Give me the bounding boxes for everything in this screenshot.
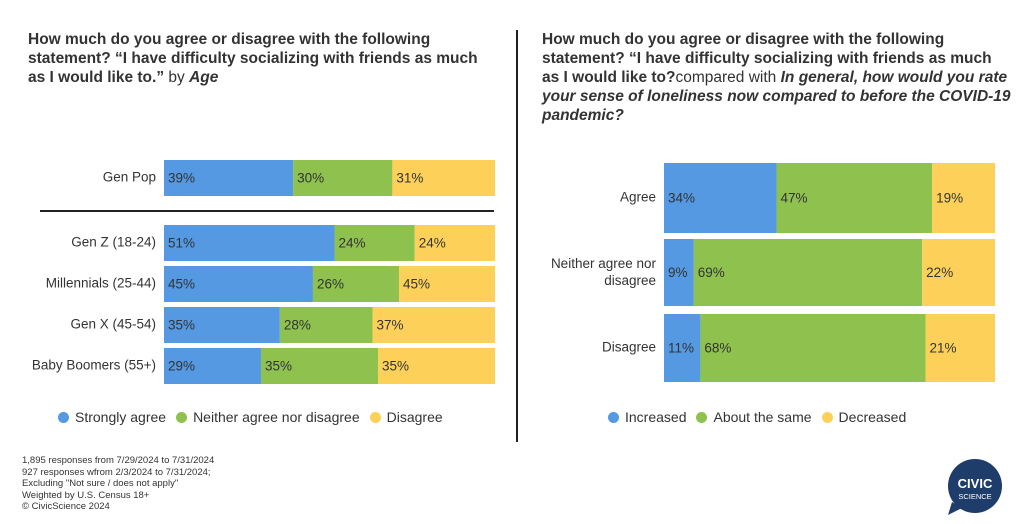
- bar-label-gen-z-18-24-disagree: 24%: [419, 236, 446, 251]
- bar-label-millennials-25-44-disagree: 45%: [403, 277, 430, 292]
- bar-neither-agree-nor-disagree-decreased: [922, 239, 995, 306]
- bar-label-gen-pop-neither-agree-nor-disagree: 30%: [297, 171, 324, 186]
- bar-baby-boomers-55-neither-agree-nor-disagree: [260, 348, 378, 384]
- right-title-question: How much do you agree or disagree with t…: [542, 31, 992, 86]
- legend-swatch-yellow: [369, 411, 381, 423]
- bar-gen-pop-disagree: [392, 160, 495, 196]
- right-title-comparison: In general, how would you rate your sens…: [542, 69, 1011, 124]
- left-title-by: by: [164, 69, 190, 86]
- logo-tail: [948, 502, 962, 515]
- gen-pop-separator: [40, 210, 494, 212]
- bar-baby-boomers-55-disagree: [377, 348, 495, 384]
- legend-item-strongly-agree: Strongly agree: [58, 409, 166, 425]
- legend-item-increased: Increased: [608, 409, 686, 425]
- bar-gen-z-18-24-neither-agree-nor-disagree: [334, 225, 415, 261]
- category-label-millennials-25-44: Millennials (25-44): [46, 276, 156, 291]
- bar-disagree-about-the-same: [700, 314, 926, 382]
- logo-badge: [948, 459, 1002, 513]
- right-chart-title: How much do you agree or disagree with t…: [542, 30, 1012, 125]
- legend-label: Decreased: [838, 409, 907, 425]
- left-title-segment: Age: [189, 69, 219, 86]
- bar-label-disagree-decreased: 21%: [929, 341, 956, 356]
- footnote-line: Weighted by U.S. Census 18+: [22, 489, 150, 501]
- bar-label-disagree-increased: 11%: [668, 341, 694, 356]
- legend-item-neither: Neither agree nor disagree: [176, 409, 360, 425]
- bar-label-agree-about-the-same: 47%: [781, 191, 808, 206]
- legend-label: Neither agree nor disagree: [193, 409, 360, 425]
- bar-label-gen-x-45-54-neither-agree-nor-disagree: 28%: [284, 318, 311, 333]
- legend-swatch-blue: [608, 411, 619, 423]
- footnote: 1,895 responses from 7/29/2024 to 7/31/2…: [22, 455, 214, 513]
- bar-label-agree-decreased: 19%: [936, 191, 963, 206]
- footnote-line: 1,895 responses from 7/29/2024 to 7/31/2…: [22, 455, 215, 466]
- bar-label-baby-boomers-55-disagree: 35%: [382, 359, 409, 374]
- bar-agree-increased: [664, 163, 777, 233]
- bar-label-millennials-25-44-strongly-agree: 45%: [168, 277, 195, 292]
- legend-item-about-the-same: About the same: [696, 409, 812, 425]
- bar-label-baby-boomers-55-strongly-agree: 29%: [168, 359, 195, 374]
- category-label-gen-z-18-24: Gen Z (18-24): [71, 235, 156, 250]
- panel-divider: [516, 30, 518, 442]
- footnote-line: 927 responses wfrom 2/3/2024 to 7/31/202…: [22, 466, 211, 478]
- legend-label: Disagree: [386, 409, 443, 425]
- bar-agree-about-the-same: [776, 163, 933, 233]
- logo-text-science: SCIENCE: [958, 492, 991, 501]
- bar-label-gen-x-45-54-disagree: 37%: [377, 318, 404, 333]
- bar-gen-z-18-24-disagree: [414, 225, 495, 261]
- bar-gen-z-18-24-strongly-agree: [164, 225, 335, 261]
- legend-swatch-green: [176, 411, 188, 423]
- legend-label: Strongly agree: [75, 409, 167, 425]
- bar-millennials-25-44-strongly-agree: [164, 266, 313, 302]
- bar-label-gen-pop-strongly-agree: 39%: [168, 171, 195, 186]
- bar-label-baby-boomers-55-neither-agree-nor-disagree: 35%: [265, 359, 292, 374]
- category-label-disagree: Disagree: [602, 340, 656, 355]
- category-label-gen-pop: Gen Pop: [103, 170, 156, 185]
- bar-label-neither-agree-nor-disagree-about-the-same: 69%: [698, 265, 725, 280]
- legend-item-disagree: Disagree: [369, 409, 443, 425]
- civicscience-logo: CIVIC SCIENCE: [948, 459, 1002, 515]
- bar-disagree-increased: [664, 314, 701, 382]
- bar-label-neither-agree-nor-disagree-increased: 9%: [668, 265, 688, 280]
- bar-gen-pop-neither-agree-nor-disagree: [293, 160, 393, 196]
- bar-millennials-25-44-neither-agree-nor-disagree: [312, 266, 400, 302]
- legend-label: Increased: [625, 409, 687, 425]
- bar-disagree-decreased: [925, 314, 995, 382]
- bar-millennials-25-44-disagree: [399, 266, 495, 302]
- footnote-line: © CivicScience 2024: [22, 501, 110, 512]
- category-label-baby-boomers-55: Baby Boomers (55+): [32, 358, 156, 373]
- bar-label-gen-z-18-24-neither-agree-nor-disagree: 24%: [339, 236, 366, 251]
- bar-agree-decreased: [932, 163, 995, 233]
- bar-label-disagree-about-the-same: 68%: [704, 341, 731, 356]
- bar-gen-x-45-54-neither-agree-nor-disagree: [279, 307, 373, 343]
- category-label-agree: Agree: [620, 190, 656, 205]
- legend-swatch-yellow: [821, 411, 833, 423]
- logo-text-civic: CIVIC: [958, 476, 993, 491]
- bar-label-neither-agree-nor-disagree-decreased: 22%: [926, 265, 953, 280]
- category-label-neither-agree-nor-disagree-line2: disagree: [604, 273, 656, 288]
- left-legend: Strongly agree Neither agree nor disagre…: [58, 409, 453, 425]
- bar-label-gen-x-45-54-strongly-agree: 35%: [168, 318, 195, 333]
- legend-item-decreased: Decreased: [821, 409, 907, 425]
- category-label-gen-x-45-54: Gen X (45-54): [70, 317, 156, 332]
- bar-neither-agree-nor-disagree-increased: [664, 239, 694, 306]
- bar-label-gen-z-18-24-strongly-agree: 51%: [168, 236, 195, 251]
- right-title-compared: compared with: [675, 69, 781, 86]
- legend-swatch-green: [696, 411, 708, 423]
- bar-label-millennials-25-44-neither-agree-nor-disagree: 26%: [317, 277, 344, 292]
- bar-gen-x-45-54-strongly-agree: [164, 307, 280, 343]
- category-label-neither-agree-nor-disagree: Neither agree nor: [551, 256, 657, 271]
- bar-gen-pop-strongly-agree: [164, 160, 294, 196]
- right-legend: Increased About the same Decreased: [608, 409, 916, 425]
- left-chart-title: How much do you agree or disagree with t…: [28, 30, 488, 87]
- left-title-question: How much do you agree or disagree with t…: [28, 31, 478, 86]
- bar-gen-x-45-54-disagree: [372, 307, 495, 343]
- legend-swatch-blue: [58, 411, 69, 423]
- footnote-line: Excluding "Not sure / does not apply": [22, 478, 179, 489]
- bar-label-gen-pop-disagree: 31%: [396, 171, 423, 186]
- legend-label: About the same: [713, 409, 812, 425]
- bar-label-agree-increased: 34%: [668, 191, 695, 206]
- bar-baby-boomers-55-strongly-agree: [164, 348, 261, 384]
- bar-neither-agree-nor-disagree-about-the-same: [693, 239, 923, 306]
